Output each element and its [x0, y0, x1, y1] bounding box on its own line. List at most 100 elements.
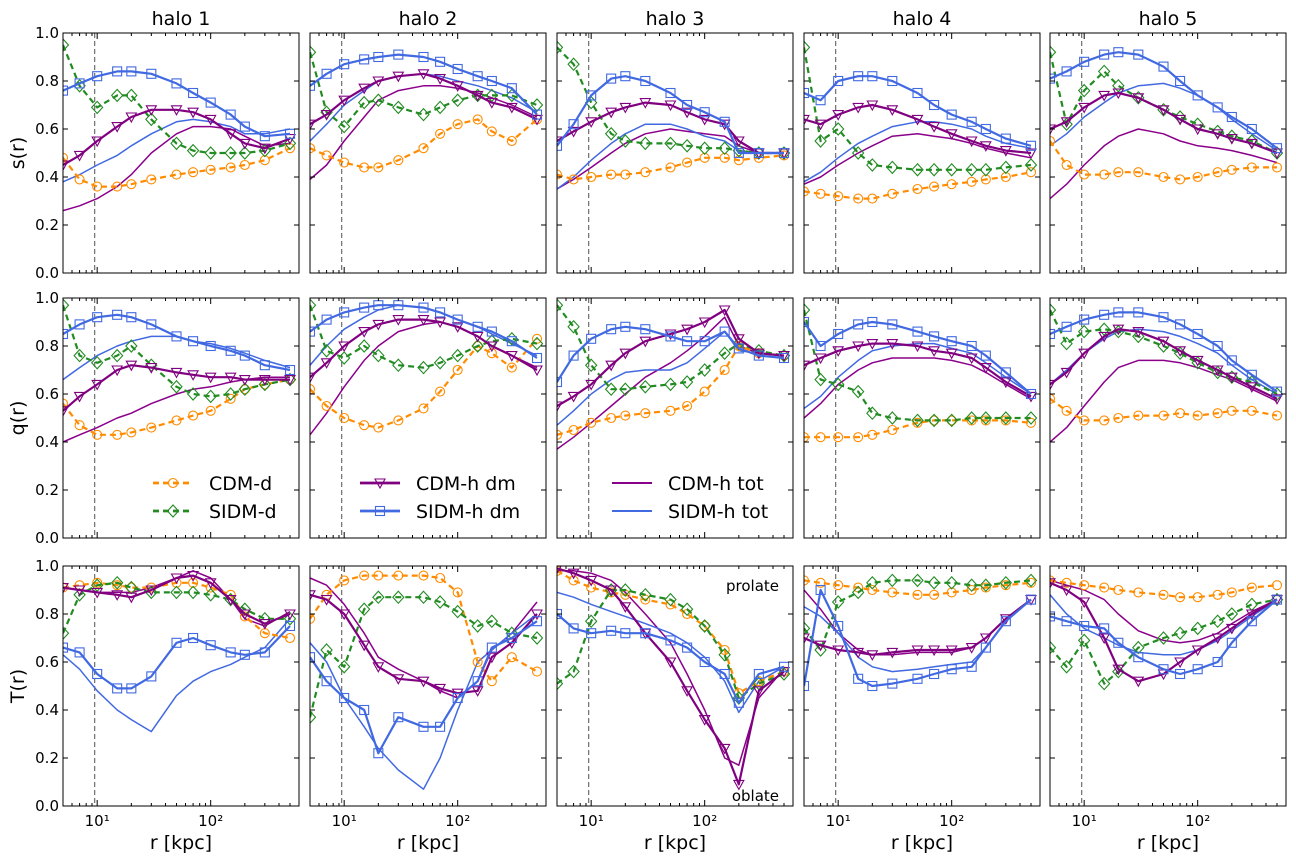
data-point-sidm_d	[1024, 411, 1038, 425]
data-point-cdm_dm	[1025, 391, 1037, 403]
data-point-sidm_d	[999, 411, 1013, 425]
data-point-cdm_d	[393, 415, 404, 426]
data-point-sidm_dm	[321, 314, 332, 325]
data-point-cdm_dm	[732, 779, 745, 791]
data-point-sidm_dm	[665, 635, 676, 646]
series-line-cdm_d	[557, 154, 785, 181]
data-point-cdm_dm	[187, 571, 200, 582]
data-point-sidm_d	[804, 40, 811, 55]
data-point-sidm_dm	[1212, 340, 1223, 352]
series-line-cdm_dm	[557, 101, 784, 155]
series-line-sidm_d	[63, 44, 291, 155]
data-point-cdm_d	[1246, 582, 1257, 593]
data-point-cdm_d	[912, 417, 923, 428]
data-point-sidm_dm	[833, 620, 844, 632]
data-point-sidm_d	[584, 614, 598, 629]
data-point-cdm_d	[1025, 577, 1037, 588]
data-point-cdm_dm	[392, 71, 405, 83]
data-point-cdm_d	[112, 429, 123, 440]
data-point-sidm_d	[804, 303, 811, 317]
data-point-sidm_d	[90, 578, 104, 593]
data-point-sidm_dm	[733, 697, 744, 708]
legend-marker	[166, 504, 180, 518]
data-point-cdm_d	[506, 135, 517, 147]
data-point-cdm_d	[321, 150, 332, 161]
data-point-sidm_dm	[506, 336, 517, 347]
y-axis-label: s(r)	[7, 137, 29, 170]
data-point-sidm_d	[639, 136, 652, 151]
series-line-cdm_tot	[310, 85, 538, 180]
data-point-sidm_d	[224, 387, 237, 401]
data-point-sidm_d	[557, 676, 564, 691]
data-point-cdm_dm	[698, 715, 711, 726]
data-point-cdm_d	[682, 400, 693, 412]
data-point-sidm_d	[258, 143, 272, 158]
data-point-cdm_d	[359, 420, 370, 431]
data-point-sidm_d	[204, 146, 217, 160]
panel-q-halo-2	[309, 297, 547, 539]
data-point-cdm_dm	[1112, 324, 1125, 336]
series-line-sidm_dm	[804, 75, 1032, 147]
data-point-sidm_dm	[815, 340, 826, 352]
data-point-sidm_d	[372, 348, 385, 363]
series-line-sidm_dm	[310, 620, 538, 755]
data-point-sidm_d	[258, 611, 272, 626]
data-point-cdm_dm	[73, 585, 86, 597]
data-point-sidm_dm	[804, 87, 810, 99]
data-point-cdm_dm	[852, 647, 865, 659]
data-point-sidm_dm	[682, 642, 693, 653]
legend-label: CDM-h dm	[416, 473, 516, 495]
data-point-cdm_dm	[1191, 645, 1204, 657]
data-point-cdm_d	[284, 632, 296, 644]
data-point-cdm_d	[92, 429, 103, 440]
data-point-cdm_d	[606, 169, 617, 180]
data-point-sidm_d	[451, 348, 464, 363]
legend-label: CDM-d	[209, 473, 272, 495]
column-title: halo 5	[1139, 8, 1198, 30]
data-point-cdm_d	[815, 432, 826, 443]
panel-frame	[556, 565, 794, 807]
legend-label: SIDM-h dm	[416, 501, 520, 523]
data-point-sidm_dm	[339, 59, 350, 70]
data-point-cdm_d	[1113, 584, 1124, 596]
data-point-sidm_dm	[171, 637, 182, 648]
data-point-cdm_d	[1192, 410, 1203, 421]
data-point-sidm_dm	[284, 620, 296, 632]
data-point-cdm_dm	[258, 143, 271, 155]
data-point-cdm_dm	[732, 136, 745, 148]
data-point-cdm_dm	[605, 360, 618, 372]
data-point-cdm_d	[620, 410, 631, 421]
data-point-sidm_d	[831, 595, 845, 609]
data-point-cdm_d	[1271, 580, 1283, 591]
y-tick-label: 0.0	[35, 797, 59, 815]
data-point-sidm_d	[357, 602, 371, 617]
panel-T-halo-5: 10¹ 10² r [kpc]	[1049, 565, 1287, 854]
data-point-sidm_d	[238, 146, 252, 160]
data-point-cdm_dm	[557, 566, 562, 575]
data-point-cdm_dm	[866, 100, 879, 112]
data-point-sidm_dm	[239, 350, 250, 361]
data-point-cdm_d	[321, 400, 332, 412]
data-point-sidm_dm	[1025, 140, 1037, 151]
data-point-sidm_d	[1191, 621, 1204, 636]
data-point-sidm_d	[814, 372, 827, 387]
panel-T-halo-2: 10¹ 10² r [kpc]	[309, 565, 547, 854]
data-point-sidm_dm	[929, 99, 940, 111]
data-point-sidm_dm	[887, 678, 898, 689]
series-line-sidm_d	[804, 47, 1032, 171]
data-point-cdm_d	[1271, 162, 1283, 173]
data-point-sidm_d	[718, 346, 731, 361]
data-point-sidm_dm	[1000, 616, 1011, 627]
data-point-sidm_dm	[1050, 611, 1056, 622]
data-point-cdm_dm	[928, 122, 941, 133]
series-line-cdm_dm	[63, 364, 290, 412]
data-point-cdm_dm	[619, 348, 632, 360]
data-point-sidm_d	[1050, 45, 1057, 60]
data-point-sidm_dm	[1226, 637, 1237, 648]
data-point-cdm_d	[1271, 410, 1283, 421]
data-point-cdm_dm	[417, 69, 430, 80]
series-line-cdm_d	[804, 171, 1032, 200]
panel-T-halo-4: 10¹ 10² r [kpc]	[803, 565, 1041, 854]
data-point-cdm_d	[887, 188, 898, 199]
data-point-cdm_dm	[310, 119, 316, 131]
